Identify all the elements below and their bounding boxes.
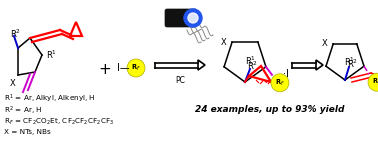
Text: R$_F$: R$_F$ bbox=[131, 63, 141, 73]
Circle shape bbox=[188, 13, 198, 23]
Text: R$_F$ = CF$_2$CO$_2$Et, CF$_2$CF$_2$CF$_2$CF$_3$: R$_F$ = CF$_2$CO$_2$Et, CF$_2$CF$_2$CF$_… bbox=[4, 117, 114, 127]
Text: R$^2$: R$^2$ bbox=[11, 28, 22, 40]
Circle shape bbox=[127, 59, 145, 77]
Text: R$^1$ = Ar, Alkyl, Alkenyl, H: R$^1$ = Ar, Alkyl, Alkenyl, H bbox=[4, 93, 96, 105]
Text: +: + bbox=[99, 62, 112, 78]
FancyBboxPatch shape bbox=[165, 9, 197, 27]
Text: X: X bbox=[10, 79, 16, 88]
Text: ·I: ·I bbox=[283, 69, 289, 79]
Text: 24 examples, up to 93% yield: 24 examples, up to 93% yield bbox=[195, 105, 344, 114]
Text: R$^2$: R$^2$ bbox=[347, 58, 358, 70]
Text: R$^1$: R$^1$ bbox=[46, 49, 57, 61]
Text: X: X bbox=[322, 39, 327, 48]
Text: R$_F$: R$_F$ bbox=[275, 78, 285, 88]
Circle shape bbox=[368, 73, 378, 91]
Text: I—: I— bbox=[117, 63, 130, 73]
Text: R$^1$: R$^1$ bbox=[344, 56, 355, 68]
Text: R$^2$: R$^2$ bbox=[247, 60, 258, 72]
Circle shape bbox=[271, 74, 289, 92]
Text: R$^1$: R$^1$ bbox=[245, 54, 256, 67]
Text: X: X bbox=[220, 38, 226, 47]
Circle shape bbox=[184, 9, 202, 27]
Text: X = NTs, NBs: X = NTs, NBs bbox=[4, 129, 51, 135]
Text: PC: PC bbox=[175, 76, 185, 85]
Text: R$^2$ = Ar, H: R$^2$ = Ar, H bbox=[4, 105, 42, 117]
Text: R$_F$: R$_F$ bbox=[372, 77, 378, 87]
